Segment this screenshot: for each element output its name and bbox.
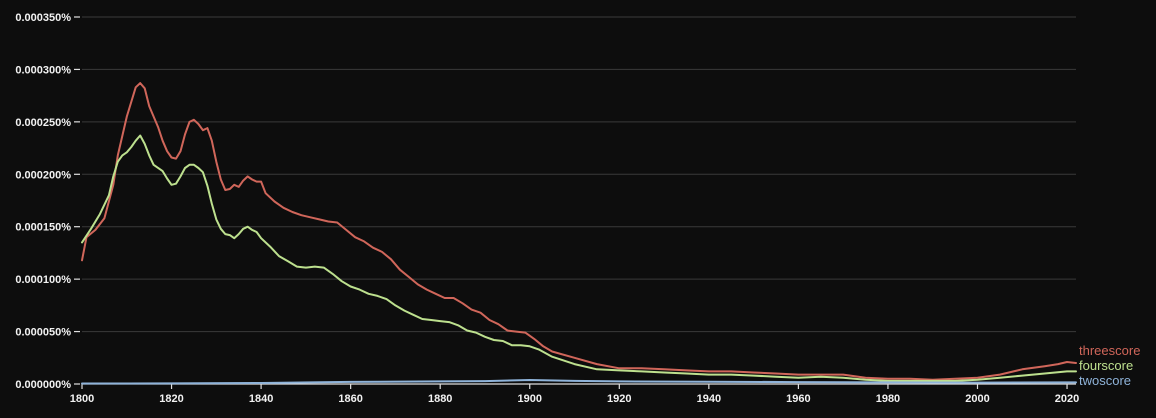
y-tick-label: 0.000250%: [15, 117, 71, 129]
x-axis: 1800 1820 1840 1860 1880 1900 1920 1940 1960 1980…: [70, 383, 1079, 405]
x-tick-label: 1900: [518, 393, 542, 405]
y-tick-label: 0.000200%: [15, 169, 71, 181]
legend-label-threescore[interactable]: threescore: [1079, 343, 1140, 358]
legend-label-fourscore[interactable]: fourscore: [1079, 358, 1133, 373]
x-tick-label: 1960: [786, 393, 810, 405]
x-tick-label: 1800: [70, 393, 94, 405]
y-tick-label: 0.000300%: [15, 64, 71, 76]
x-tick-label: 1840: [249, 393, 273, 405]
x-tick-label: 1860: [338, 393, 362, 405]
x-tick-label: 1820: [159, 393, 183, 405]
grid-layer: [82, 16, 1076, 333]
x-tick-label: 1940: [697, 393, 721, 405]
series-layer: [81, 82, 1077, 385]
series-line-twoscore[interactable]: [81, 379, 1077, 385]
x-tick-label: 1880: [428, 393, 452, 405]
x-tick-label: 2000: [965, 393, 989, 405]
x-tick-label: 2020: [1055, 393, 1079, 405]
y-tick-label: 0.000150%: [15, 222, 71, 234]
x-tick-label: 1920: [607, 393, 631, 405]
y-tick-label: 0.000350%: [15, 12, 71, 24]
y-tick-label: 0.000050%: [15, 327, 71, 339]
y-axis: 0.000000% 0.000050% 0.000100% 0.000150% 0.00…: [15, 12, 80, 391]
y-tick-label: 0.000100%: [15, 274, 71, 286]
x-tick-label: 1980: [876, 393, 900, 405]
legend-label-twoscore[interactable]: twoscore: [1079, 373, 1131, 388]
y-tick-label: 0.000000%: [15, 379, 71, 391]
series-line-threescore[interactable]: [81, 82, 1077, 381]
series-line-fourscore[interactable]: [81, 134, 1077, 382]
